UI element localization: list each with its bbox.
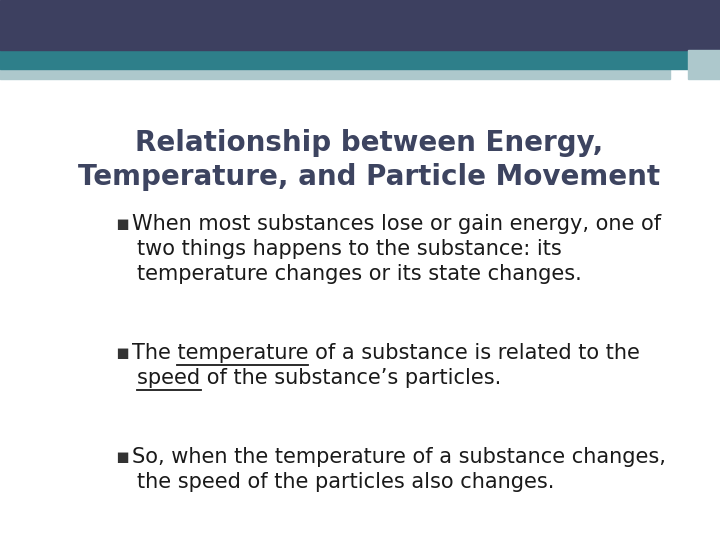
Text: So, when the temperature of a substance changes,: So, when the temperature of a substance … bbox=[132, 447, 666, 467]
Text: the speed of the particles also changes.: the speed of the particles also changes. bbox=[138, 472, 555, 492]
Text: temperature changes or its state changes.: temperature changes or its state changes… bbox=[138, 265, 582, 285]
Text: ▪: ▪ bbox=[115, 214, 129, 234]
Text: Relationship between Energy,
Temperature, and Particle Movement: Relationship between Energy, Temperature… bbox=[78, 129, 660, 191]
Text: The temperature of a substance is related to the: The temperature of a substance is relate… bbox=[132, 343, 640, 363]
Text: speed of the substance’s particles.: speed of the substance’s particles. bbox=[138, 368, 502, 388]
Text: ▪: ▪ bbox=[115, 447, 129, 467]
Text: two things happens to the substance: its: two things happens to the substance: its bbox=[138, 239, 562, 259]
Text: When most substances lose or gain energy, one of: When most substances lose or gain energy… bbox=[132, 214, 661, 234]
Text: ▪: ▪ bbox=[115, 343, 129, 363]
